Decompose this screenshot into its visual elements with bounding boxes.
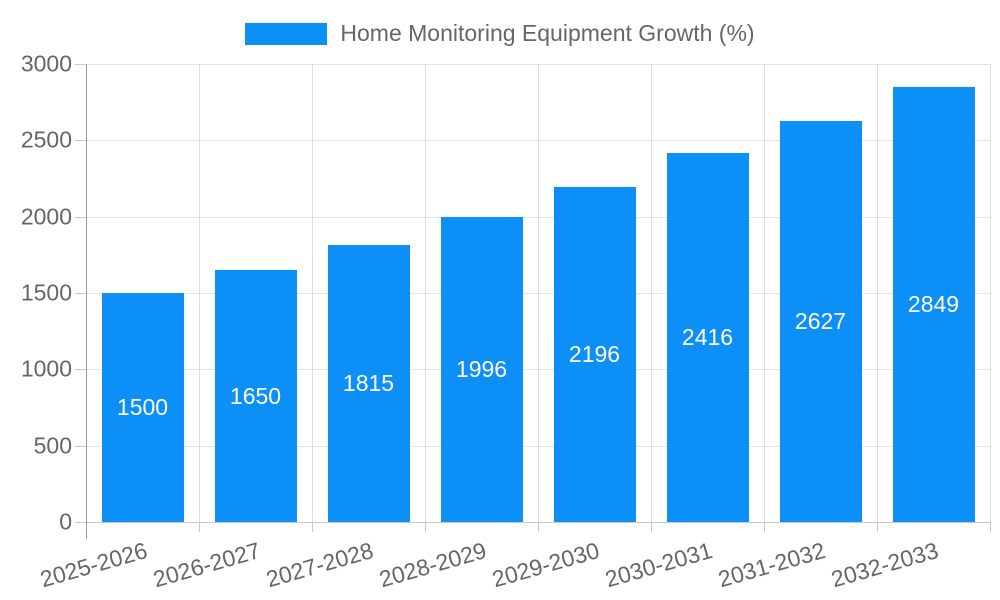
y-tick-label: 2000 (20, 203, 72, 230)
y-tick-label: 1500 (20, 279, 72, 306)
gridline-vertical (990, 64, 991, 522)
x-tick-mark (312, 522, 313, 532)
x-tick-label: 2029-2030 (488, 537, 602, 593)
bar-2028-2029[interactable]: 1996 (440, 217, 523, 522)
x-tick-mark (425, 522, 426, 532)
gridline-vertical (877, 64, 878, 522)
legend-swatch-icon[interactable] (245, 22, 328, 45)
bar-value-label: 2196 (568, 340, 621, 367)
bar-2032-2033[interactable]: 2849 (892, 87, 975, 522)
bar-value-label: 1996 (455, 356, 508, 383)
x-tick-mark (990, 522, 991, 532)
x-tick-label: 2026-2027 (149, 537, 263, 593)
x-tick-label: 2031-2032 (714, 537, 828, 593)
y-tick-label: 500 (33, 432, 72, 459)
y-tick-label: 3000 (20, 50, 72, 77)
gridline-vertical (425, 64, 426, 522)
chart-legend[interactable]: Home Monitoring Equipment Growth (%) (0, 20, 1000, 47)
y-tick-mark (75, 64, 86, 65)
gridline-vertical (199, 64, 200, 522)
x-tick-mark (651, 522, 652, 532)
y-tick-label: 1000 (20, 355, 72, 382)
legend-label: Home Monitoring Equipment Growth (%) (340, 20, 755, 46)
x-tick-mark (877, 522, 878, 532)
y-tick-mark (75, 522, 86, 523)
x-tick-mark (764, 522, 765, 532)
gridline-vertical (312, 64, 313, 522)
x-tick-mark (538, 522, 539, 532)
y-tick-label: 2500 (20, 126, 72, 153)
bar-value-label: 1500 (116, 394, 169, 420)
bar-value-label: 1815 (342, 369, 395, 396)
x-tick-label: 2027-2028 (262, 537, 376, 593)
bar-value-label: 2627 (794, 307, 847, 334)
y-tick-mark (75, 216, 86, 218)
y-tick-mark (75, 369, 86, 371)
bar-value-label: 2416 (681, 324, 734, 351)
plot-area: 0 500 1000 1500 2000 2500 3000 1500 2025-2026 165… (21, 51, 991, 592)
x-tick-label: 2032-2033 (827, 537, 941, 593)
x-tick-label: 2028-2029 (375, 537, 489, 593)
bar-2027-2028[interactable]: 1815 (327, 244, 410, 522)
bar-value-label: 1650 (229, 382, 282, 409)
bar-2031-2032[interactable]: 2627 (779, 120, 862, 522)
bar-2025-2026[interactable]: 1500 (101, 293, 184, 522)
x-axis-line (86, 522, 990, 523)
y-tick-mark (75, 445, 86, 447)
y-tick-label: 0 (59, 508, 72, 535)
y-axis-line (86, 64, 87, 539)
bar-value-label: 2849 (907, 291, 960, 318)
gridline-vertical (538, 64, 539, 522)
bar-2026-2027[interactable]: 1650 (214, 270, 297, 522)
x-tick-label: 2030-2031 (601, 537, 715, 593)
y-tick-mark (75, 140, 86, 142)
y-tick-mark (75, 293, 86, 294)
x-tick-mark (199, 522, 200, 532)
gridline-vertical (764, 64, 765, 522)
x-tick-label: 2025-2026 (36, 537, 150, 593)
bar-2030-2031[interactable]: 2416 (666, 153, 749, 522)
gridline-vertical (651, 64, 652, 522)
bar-2029-2030[interactable]: 2196 (553, 186, 636, 522)
